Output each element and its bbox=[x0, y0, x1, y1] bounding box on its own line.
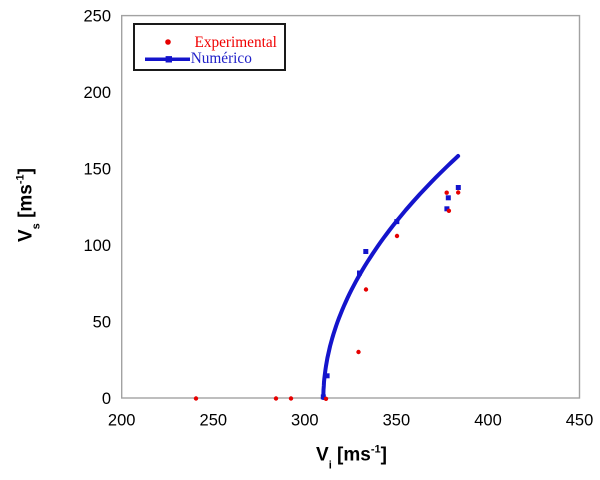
svg-text:50: 50 bbox=[93, 314, 111, 332]
svg-text:Numérico: Numérico bbox=[191, 50, 253, 67]
svg-text:Vi [ms-1]: Vi [ms-1] bbox=[316, 444, 387, 472]
svg-text:150: 150 bbox=[83, 161, 111, 179]
svg-text:Experimental: Experimental bbox=[195, 34, 277, 51]
svg-text:400: 400 bbox=[474, 412, 502, 430]
svg-text:350: 350 bbox=[383, 412, 411, 430]
svg-text:250: 250 bbox=[200, 412, 228, 430]
svg-text:250: 250 bbox=[83, 8, 111, 26]
svg-text:200: 200 bbox=[108, 412, 136, 430]
svg-text:0: 0 bbox=[102, 390, 111, 408]
svg-text:300: 300 bbox=[291, 412, 319, 430]
svg-text:200: 200 bbox=[83, 84, 111, 102]
svg-text:450: 450 bbox=[566, 412, 594, 430]
svg-text:Vs [ms-1]: Vs [ms-1] bbox=[14, 168, 42, 242]
svg-text:100: 100 bbox=[83, 237, 111, 255]
